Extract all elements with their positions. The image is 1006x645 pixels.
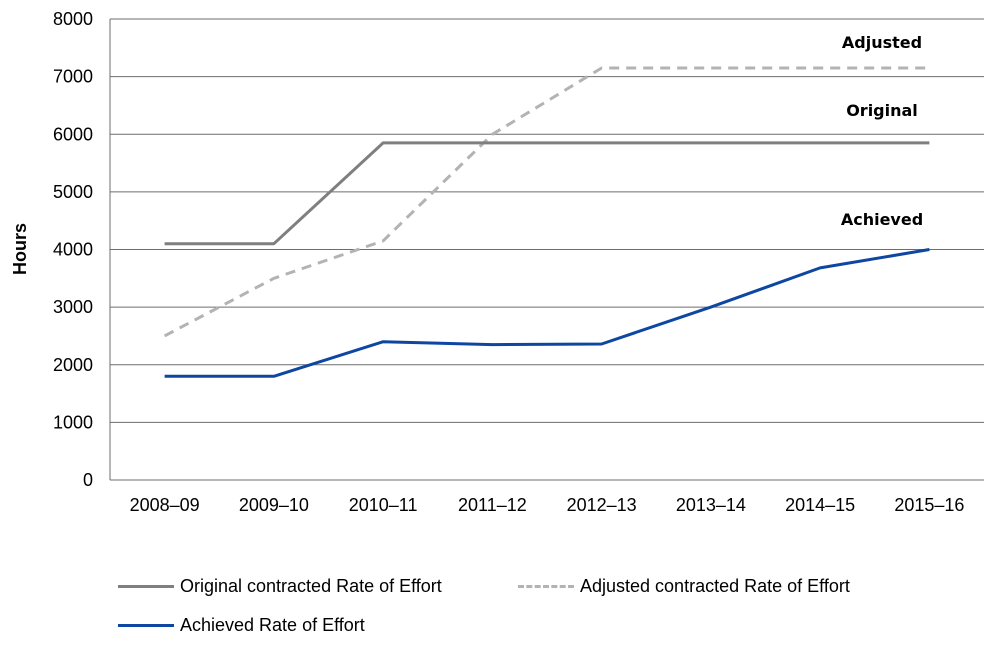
legend-label-achieved: Achieved Rate of Effort — [180, 614, 365, 635]
legend-item-achieved: Achieved Rate of Effort — [118, 613, 365, 637]
legend-swatch-original — [118, 584, 174, 588]
annotation-adjusted: Adjusted — [842, 33, 922, 52]
legend-swatch-adjusted — [518, 584, 574, 588]
y-tick-label: 3000 — [53, 297, 93, 317]
legend-label-original: Original contracted Rate of Effort — [180, 575, 442, 596]
series-line-original — [164, 141, 930, 246]
series-line-achieved — [164, 248, 930, 378]
y-tick-label: 7000 — [53, 67, 93, 87]
annotation-original: Original — [846, 101, 918, 120]
x-tick-label: 2008–09 — [130, 495, 200, 515]
x-tick-label: 2014–15 — [785, 495, 855, 515]
x-tick-label: 2013–14 — [676, 495, 746, 515]
legend: Original contracted Rate of Effort Adjus… — [0, 568, 1006, 645]
x-tick-label: 2015–16 — [894, 495, 964, 515]
y-tick-label: 8000 — [53, 9, 93, 29]
y-tick-label: 1000 — [53, 412, 93, 432]
legend-swatch-achieved — [118, 623, 174, 627]
series-annotations: Original Adjusted Achieved — [841, 33, 923, 229]
y-tick-label: 2000 — [53, 355, 93, 375]
x-tick-label: 2009–10 — [239, 495, 309, 515]
series-lines — [163, 66, 930, 378]
x-tick-labels: 2008–09 2009–10 2010–11 2011–12 2012–13 2013–… — [130, 495, 965, 515]
grid-lines — [110, 18, 984, 423]
y-tick-label: 0 — [83, 470, 93, 490]
legend-item-original: Original contracted Rate of Effort — [118, 574, 442, 598]
line-chart: 0 1000 2000 3000 4000 5000 6000 7000 8000 2008–0… — [10, 9, 984, 515]
legend-label-adjusted: Adjusted contracted Rate of Effort — [580, 575, 850, 596]
y-tick-labels: 0 1000 2000 3000 4000 5000 6000 7000 8000 — [53, 9, 93, 490]
axes — [109, 19, 984, 481]
y-tick-label: 4000 — [53, 240, 93, 260]
x-tick-label: 2012–13 — [567, 495, 637, 515]
series-line-adjusted — [163, 66, 930, 338]
y-tick-label: 5000 — [53, 182, 93, 202]
annotation-achieved: Achieved — [841, 210, 923, 229]
legend-item-adjusted: Adjusted contracted Rate of Effort — [518, 574, 850, 598]
x-tick-label: 2010–11 — [349, 495, 418, 515]
y-tick-label: 6000 — [53, 124, 93, 144]
x-tick-label: 2011–12 — [458, 495, 527, 515]
y-axis-label: Hours — [10, 223, 30, 275]
